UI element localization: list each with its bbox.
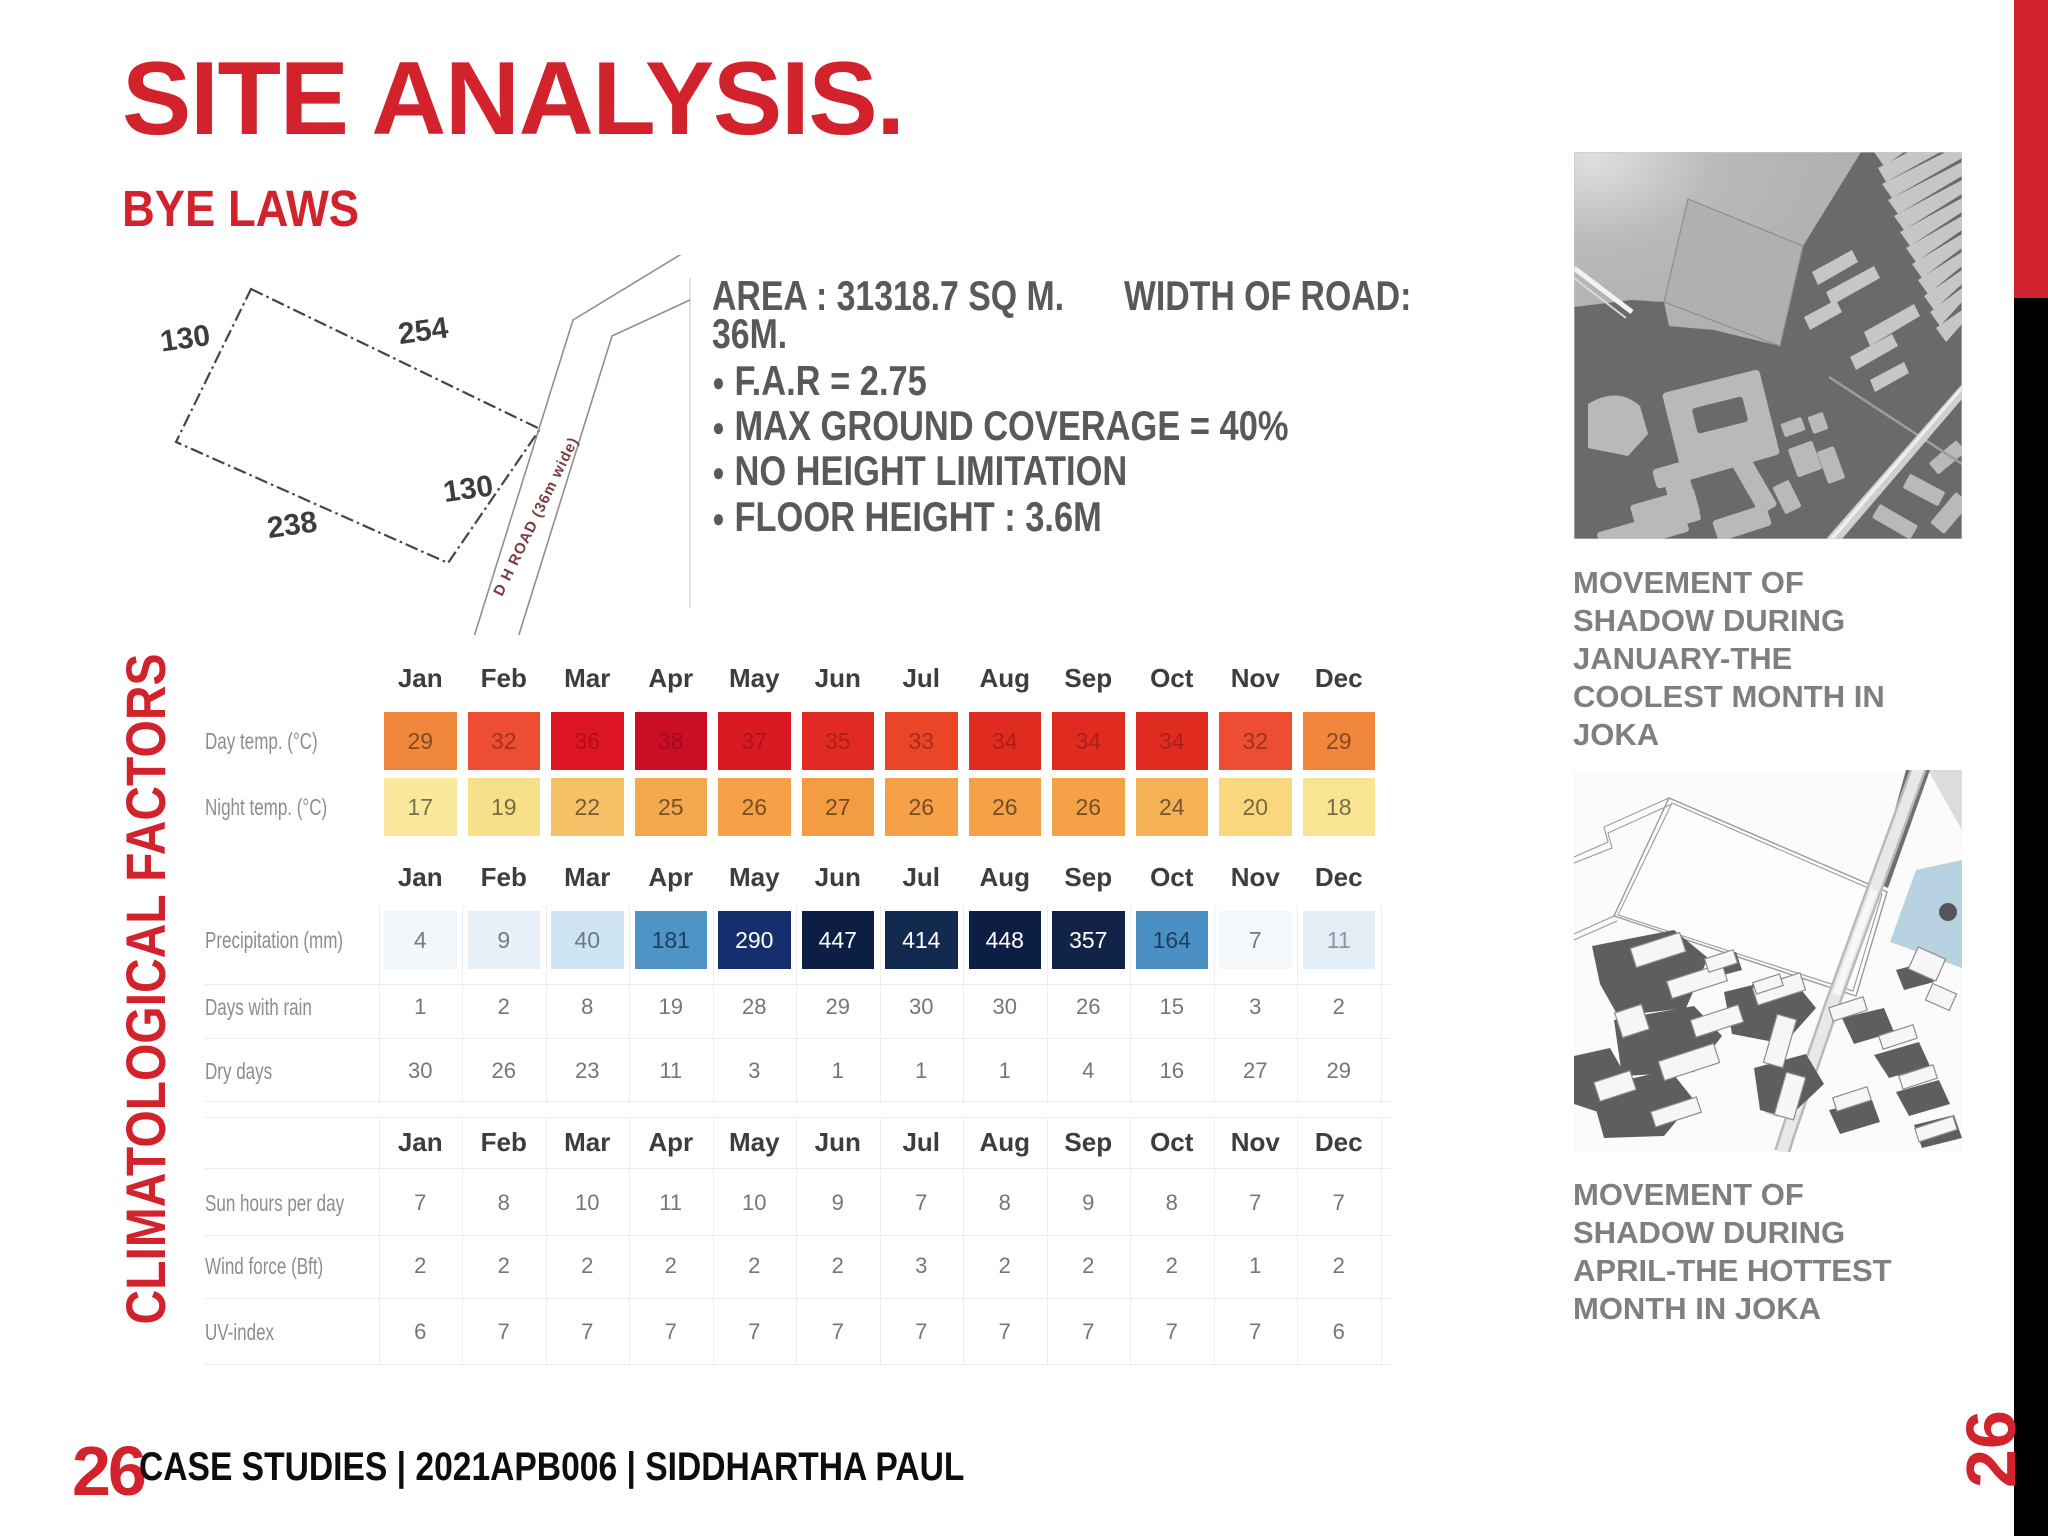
svg-text:130: 130 xyxy=(441,469,495,509)
svg-text:254: 254 xyxy=(396,311,450,351)
svg-text:238: 238 xyxy=(265,505,319,545)
svg-text:130: 130 xyxy=(158,319,212,359)
svg-text:D H ROAD (36m wide): D H ROAD (36m wide) xyxy=(490,434,582,599)
